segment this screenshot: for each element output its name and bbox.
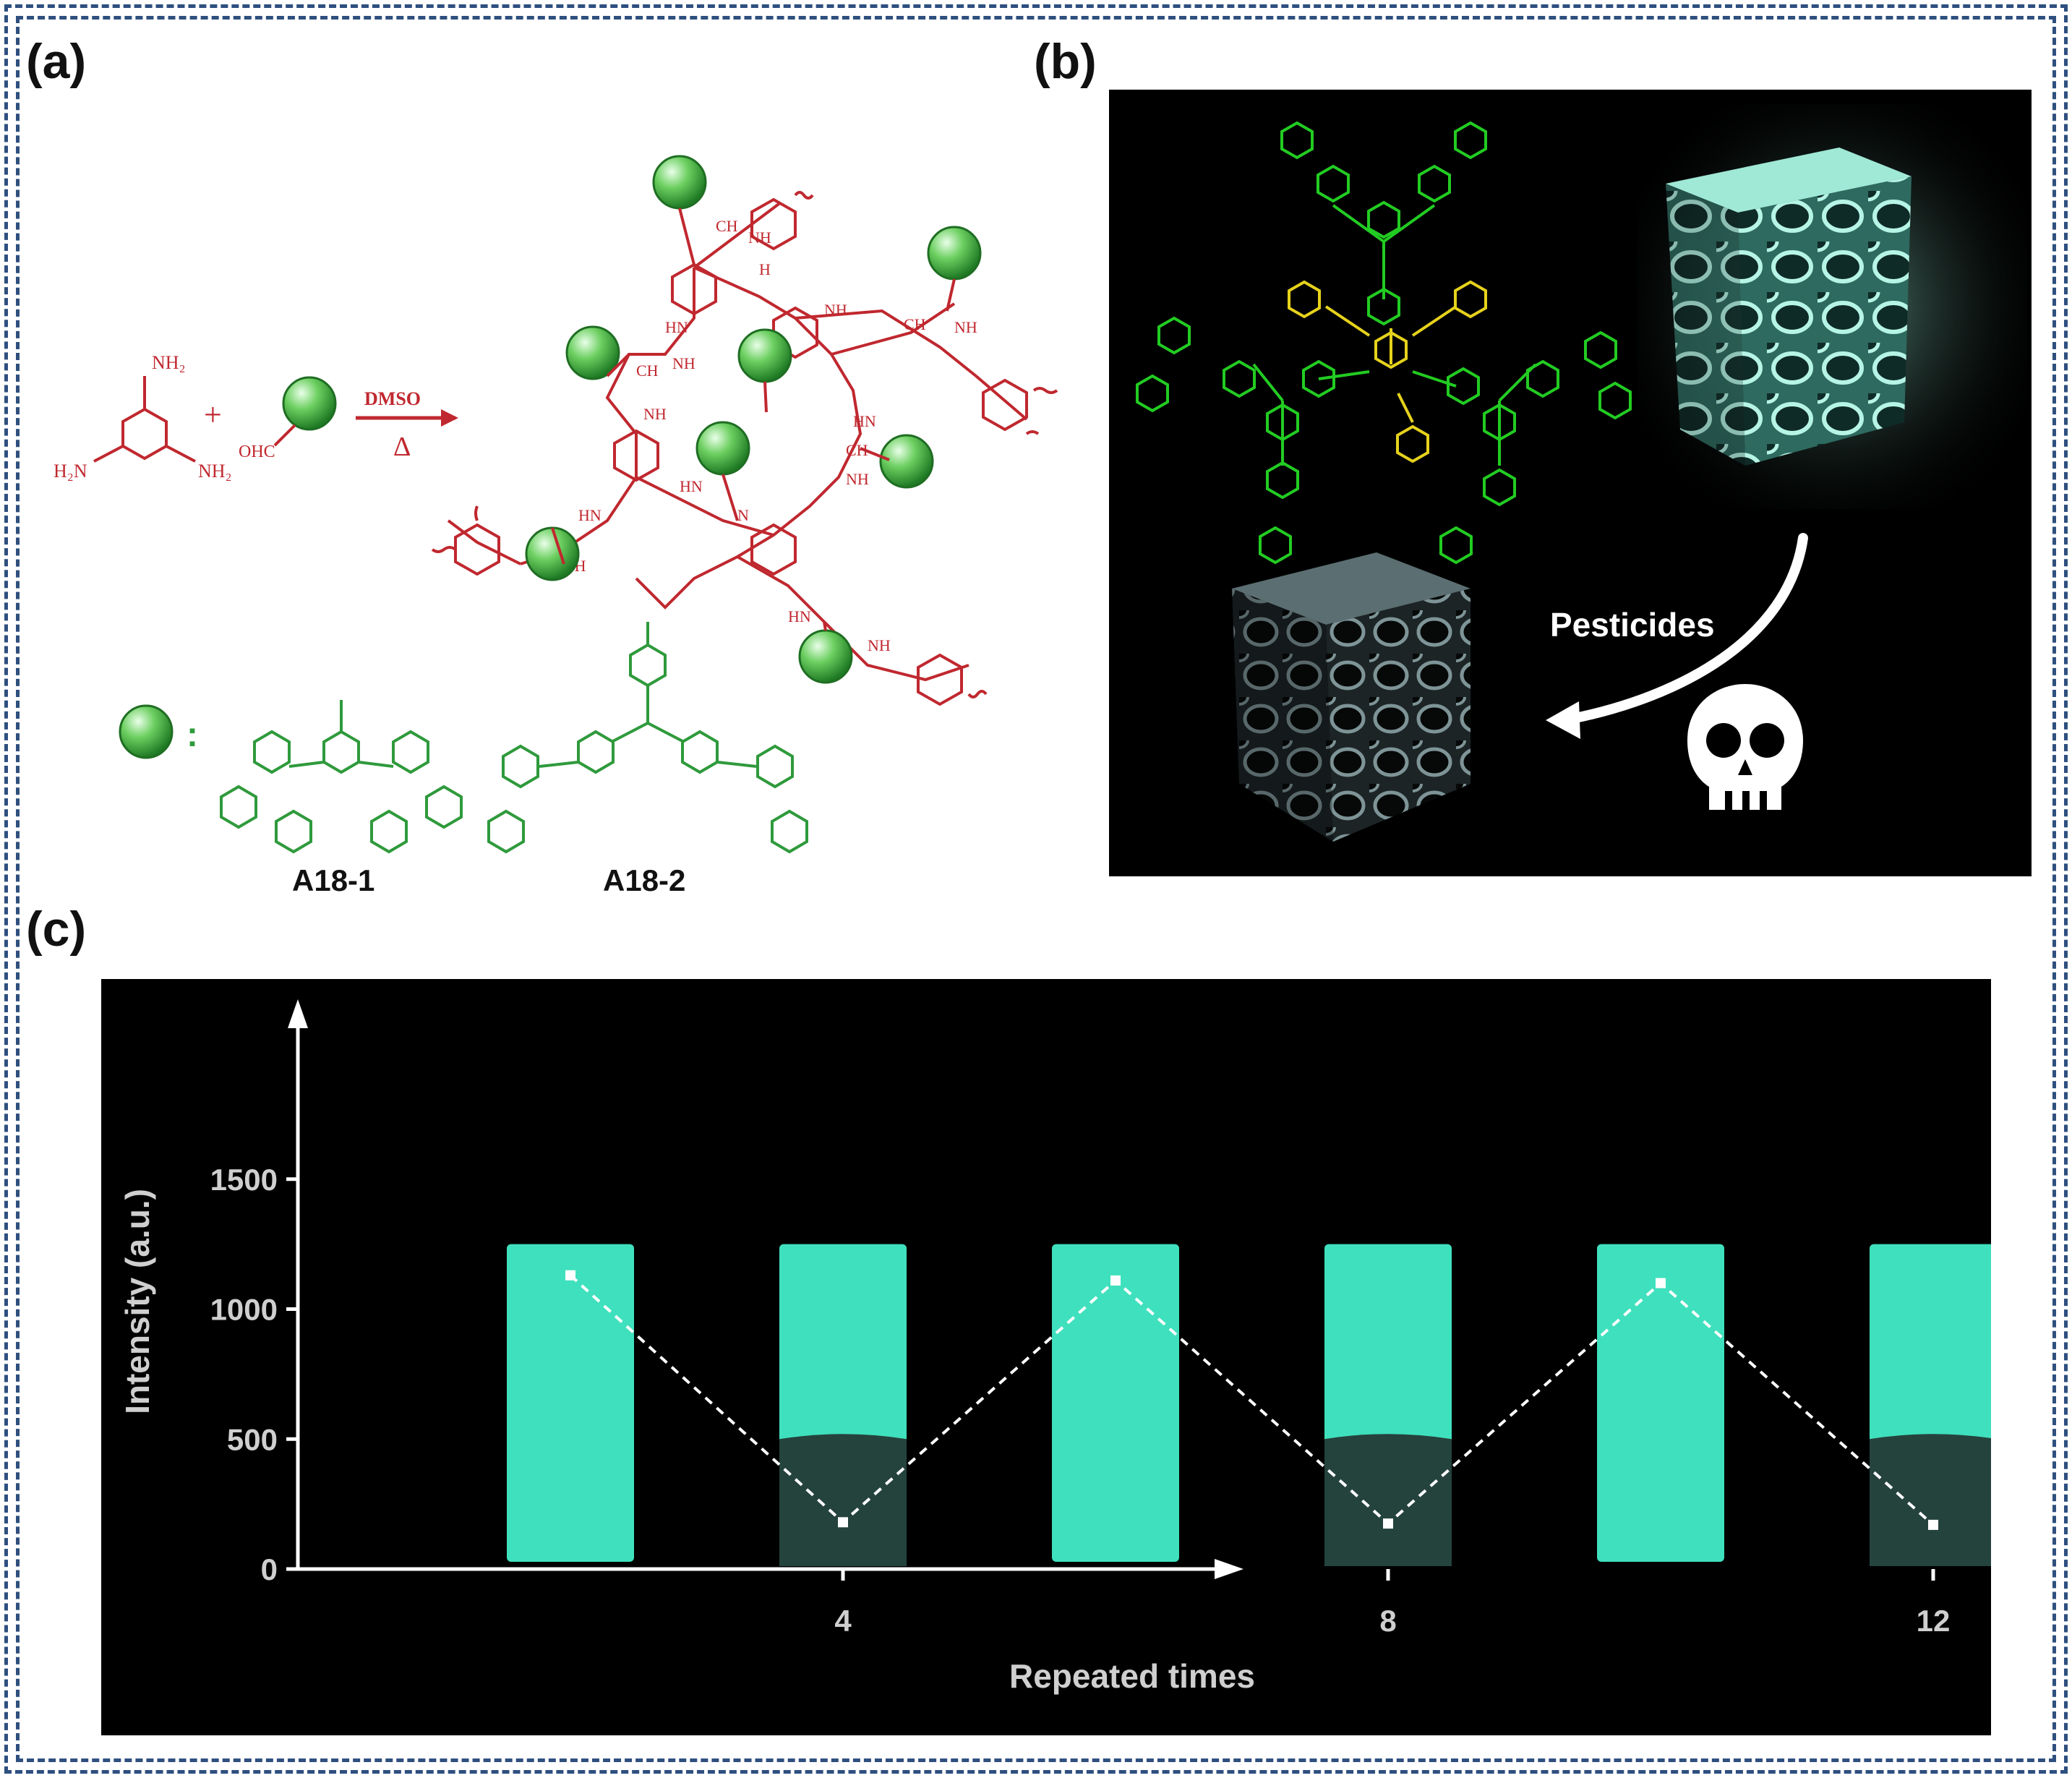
net-hn-4: HN [680, 477, 703, 495]
panel-a-scheme: NH₂ H₂N NH₂ + OHC DMSO Δ CH NH HN NH [53, 155, 1058, 897]
x-axis-arrow [1215, 1559, 1243, 1579]
a18-1-label: A18-1 [292, 863, 374, 897]
chart-axes [288, 999, 1243, 1579]
vial-sediment [779, 1434, 907, 1566]
ohc-label: OHC [239, 443, 275, 461]
outer-frame [4, 4, 2068, 1774]
data-point [1928, 1519, 1938, 1530]
net-ch-3: CH [904, 315, 926, 333]
heat-label: Δ [393, 432, 411, 462]
y-axis-label: Intensity (a.u.) [119, 1189, 156, 1414]
net-hn-1: HN [665, 318, 688, 336]
melamine-structure: NH₂ H₂N NH₂ [53, 352, 232, 482]
series-group [565, 1270, 1938, 1530]
net-nh-3: NH [643, 405, 667, 423]
net-hn-2: HN [853, 412, 876, 430]
net-hn-5: HN [788, 607, 811, 625]
h2n-label: H₂N [53, 461, 87, 482]
quenched-cube [1232, 552, 1470, 842]
vial [1052, 1244, 1179, 1562]
a18-2-structure [487, 622, 808, 853]
net-nh-4: NH [824, 301, 847, 319]
y-tick-group: 0 500 1000 1500 [210, 1163, 298, 1586]
data-point [1656, 1278, 1666, 1288]
nh2-label-2: NH₂ [198, 461, 232, 482]
dmso-label: DMSO [364, 388, 421, 409]
vial-group [507, 1244, 1991, 1566]
skull-icon [1687, 684, 1803, 810]
net-ch-2: CH [636, 362, 659, 380]
y-axis-arrow [288, 999, 308, 1028]
y-tick-label: 1000 [210, 1293, 278, 1327]
net-hn-3: HN [578, 506, 602, 524]
y-tick-label: 1500 [210, 1163, 278, 1197]
inner-frame [16, 16, 2056, 1762]
legend-colon: : [187, 716, 198, 754]
sphere-legend: : [119, 704, 198, 759]
plus-sign: + [204, 397, 222, 432]
net-nh-5: NH [954, 318, 977, 336]
vial-sediment [1870, 1434, 1991, 1566]
panel-a-label: (a) [26, 34, 87, 89]
x-tick-label: 8 [1379, 1604, 1396, 1638]
net-n-1: N [737, 506, 749, 524]
data-point [565, 1270, 575, 1281]
vial-sediment [1324, 1434, 1452, 1566]
net-nh-1: NH [748, 228, 771, 247]
vial [1597, 1244, 1724, 1562]
fluorescent-cube [1637, 104, 2027, 509]
net-nh-2: NH [672, 354, 695, 372]
vial [507, 1244, 634, 1562]
net-h-1: H [759, 260, 771, 278]
y-tick-label: 500 [227, 1422, 278, 1456]
data-point [1110, 1275, 1121, 1286]
x-axis-label: Repeated times [1009, 1657, 1255, 1695]
data-point [838, 1517, 848, 1528]
net-nh-6: NH [846, 470, 869, 488]
panel-c-chart: 0 500 1000 1500 4 8 12 Repeated times Intensi… [101, 979, 1991, 1735]
series-line [569, 1274, 1935, 1526]
x-tick-label: 4 [834, 1604, 852, 1638]
panel-b-label: (b) [1034, 34, 1097, 89]
nh2-label: NH₂ [152, 352, 186, 373]
reaction-arrow: DMSO Δ [356, 388, 458, 462]
x-tick-label: 12 [1917, 1604, 1951, 1638]
net-nh-8: NH [868, 636, 891, 654]
a18-1-structure [220, 700, 463, 853]
molecule-structure [1136, 121, 1632, 564]
chromophore-spheres [525, 155, 982, 684]
data-point [1383, 1518, 1393, 1529]
aldehyde-structure: OHC [239, 376, 337, 461]
quench-arrow [1567, 533, 1808, 724]
panel-c-label: (c) [26, 902, 87, 957]
panel-b-image: Pesticides [1109, 90, 2032, 876]
y-tick-label: 0 [261, 1552, 278, 1586]
pesticides-label: Pesticides [1550, 606, 1715, 644]
x-tick-group: 4 8 12 [834, 1569, 1950, 1638]
net-ch-1: CH [716, 217, 738, 235]
a18-2-label: A18-2 [603, 863, 685, 897]
